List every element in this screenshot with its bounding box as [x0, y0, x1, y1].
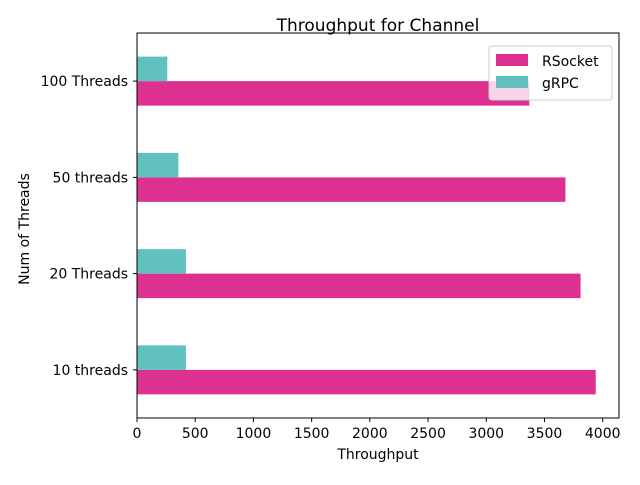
x-tick-label: 4000 [585, 426, 621, 442]
bar-rsocket-4 [137, 81, 530, 106]
x-tick-label: 500 [182, 426, 209, 442]
bar-rsocket-3 [137, 177, 566, 202]
legend: RSocket gRPC [488, 45, 613, 101]
legend-swatch-grpc [496, 76, 528, 88]
x-tick-label: 3500 [527, 426, 563, 442]
plot-area: 10 threads 20 Threads 50 threads 100 Thread… [41, 56, 621, 442]
x-tick-label: 0 [133, 426, 142, 442]
bar-grpc-1 [137, 345, 186, 370]
x-tick-label: 2000 [352, 426, 388, 442]
bar-grpc-3 [137, 152, 179, 178]
x-tick-label: 2500 [410, 426, 446, 442]
bar-rsocket-2 [137, 273, 581, 299]
chart-title: Throughput for Channel [276, 16, 480, 36]
y-tick-label: 100 Threads [41, 74, 128, 90]
bar-rsocket-1 [137, 369, 596, 395]
x-tick-label: 3000 [468, 426, 504, 442]
bar-grpc-4 [137, 56, 168, 82]
y-axis-label: Num of Threads [17, 173, 33, 285]
y-tick-label: 50 threads [53, 170, 128, 186]
x-tick-label: 1500 [294, 426, 330, 442]
legend-label-rsocket: RSocket [542, 54, 599, 70]
y-tick-label: 10 threads [53, 363, 128, 379]
y-tick-label: 20 Threads [49, 267, 128, 283]
legend-label-grpc: gRPC [542, 76, 579, 92]
plot-frame [136, 32, 620, 419]
bar-grpc-2 [137, 249, 186, 274]
x-tick-label: 1000 [236, 426, 272, 442]
x-axis-label: Throughput [336, 447, 419, 463]
legend-swatch-rsocket [496, 54, 528, 66]
